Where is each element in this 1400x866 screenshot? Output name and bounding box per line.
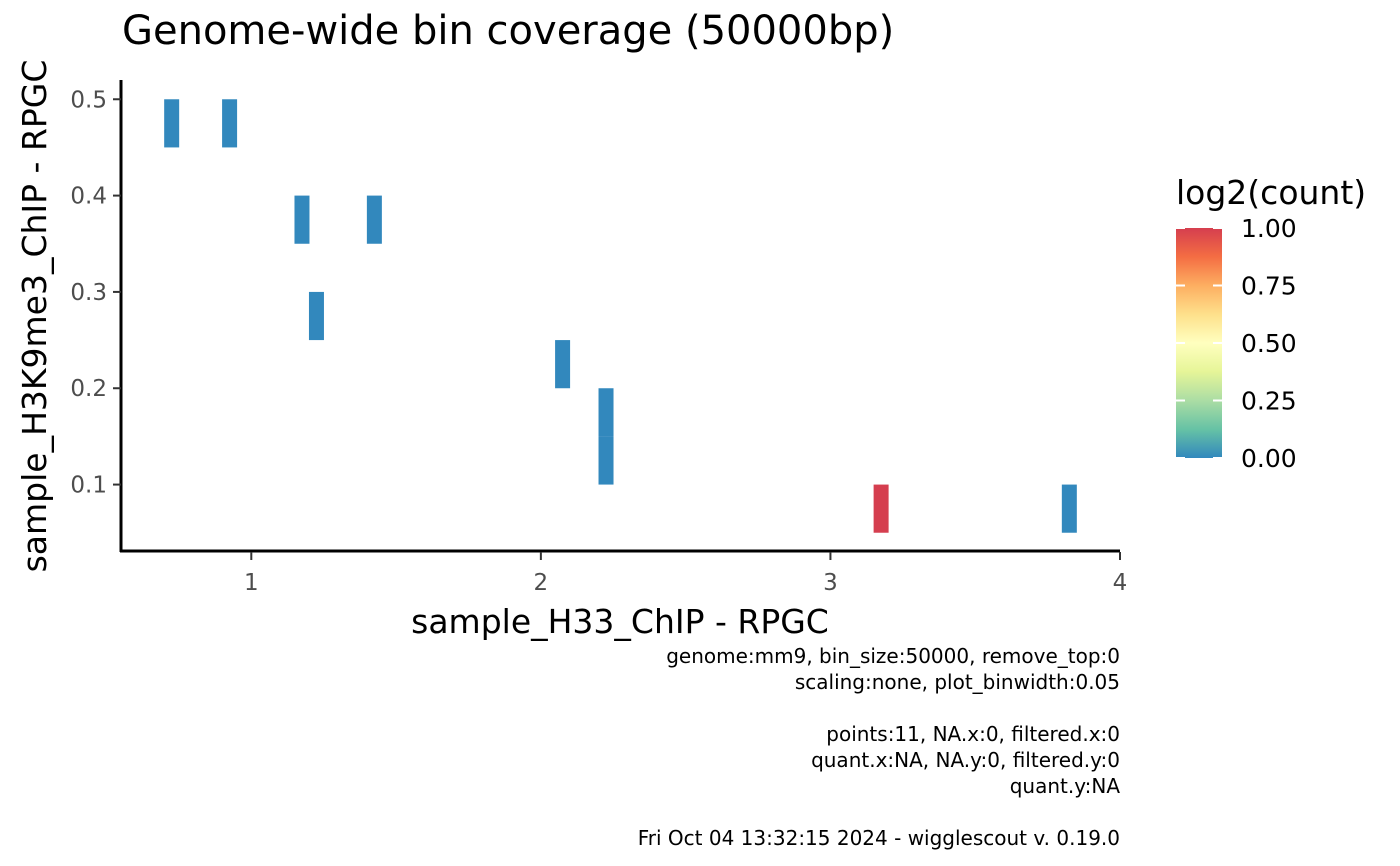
caption-line: genome:mm9, bin_size:50000, remove_top:0 (666, 644, 1120, 668)
legend-break-label: 0.25 (1241, 387, 1297, 416)
legend: 0.00 0.25 0.50 0.75 1.00 (1176, 214, 1297, 473)
caption-spacer (638, 695, 1120, 721)
x-tick-label: 4 (1113, 570, 1128, 596)
legend-break-label: 0.00 (1241, 444, 1297, 473)
caption-block: genome:mm9, bin_size:50000, remove_top:0… (638, 643, 1120, 851)
heatmap-tile-10 (1061, 484, 1077, 533)
y-tick-label: 0.4 (70, 184, 107, 210)
caption-line: quant.y:NA (1009, 774, 1120, 798)
x-tick-label: 1 (244, 570, 259, 596)
y-tick-label: 0.1 (70, 473, 107, 499)
axes-layer (119, 80, 1120, 553)
legend-break-label: 0.50 (1241, 329, 1297, 358)
y-axis-label: sample_H3K9me3_ChIP - RPGC (15, 60, 54, 573)
heatmap-tile-6 (555, 340, 571, 389)
x-tick-label: 3 (823, 570, 838, 596)
y-tick-label: 0.3 (70, 280, 107, 306)
legend-break-label: 1.00 (1241, 214, 1297, 243)
caption-line: Fri Oct 04 13:32:15 2024 - wigglescout v… (637, 826, 1120, 850)
x-tick-label: 2 (534, 570, 549, 596)
caption-spacer (638, 799, 1120, 825)
heatmap-tile-7 (598, 388, 614, 437)
caption-line: points:11, NA.x:0, filtered.x:0 (826, 722, 1120, 746)
x-axis-label: sample_H33_ChIP - RPGC (411, 602, 829, 641)
heatmap-tile-3 (294, 195, 310, 244)
heatmap-tile-9 (873, 484, 889, 533)
chart-title: Genome-wide bin coverage (50000bp) (122, 8, 895, 54)
y-ticks-layer: 0.1 0.2 0.3 0.4 0.5 (70, 87, 121, 499)
heatmap-tile-1 (164, 99, 180, 148)
heatmap-tile-2 (222, 99, 238, 148)
heatmap-tile-5 (308, 291, 324, 341)
legend-title: log2(count) (1176, 173, 1367, 212)
caption-line: scaling:none, plot_binwidth:0.05 (794, 670, 1120, 694)
caption-line: quant.x:NA, NA.y:0, filtered.y:0 (811, 748, 1120, 772)
legend-break-label: 0.75 (1241, 272, 1297, 301)
heatmap-tile-4 (366, 195, 382, 244)
y-tick-label: 0.2 (70, 376, 107, 402)
x-ticks-layer: 1 2 3 4 (244, 552, 1127, 596)
y-tick-label: 0.5 (70, 87, 107, 113)
heatmap-tile-8 (598, 436, 614, 485)
tiles-layer (164, 99, 1077, 533)
